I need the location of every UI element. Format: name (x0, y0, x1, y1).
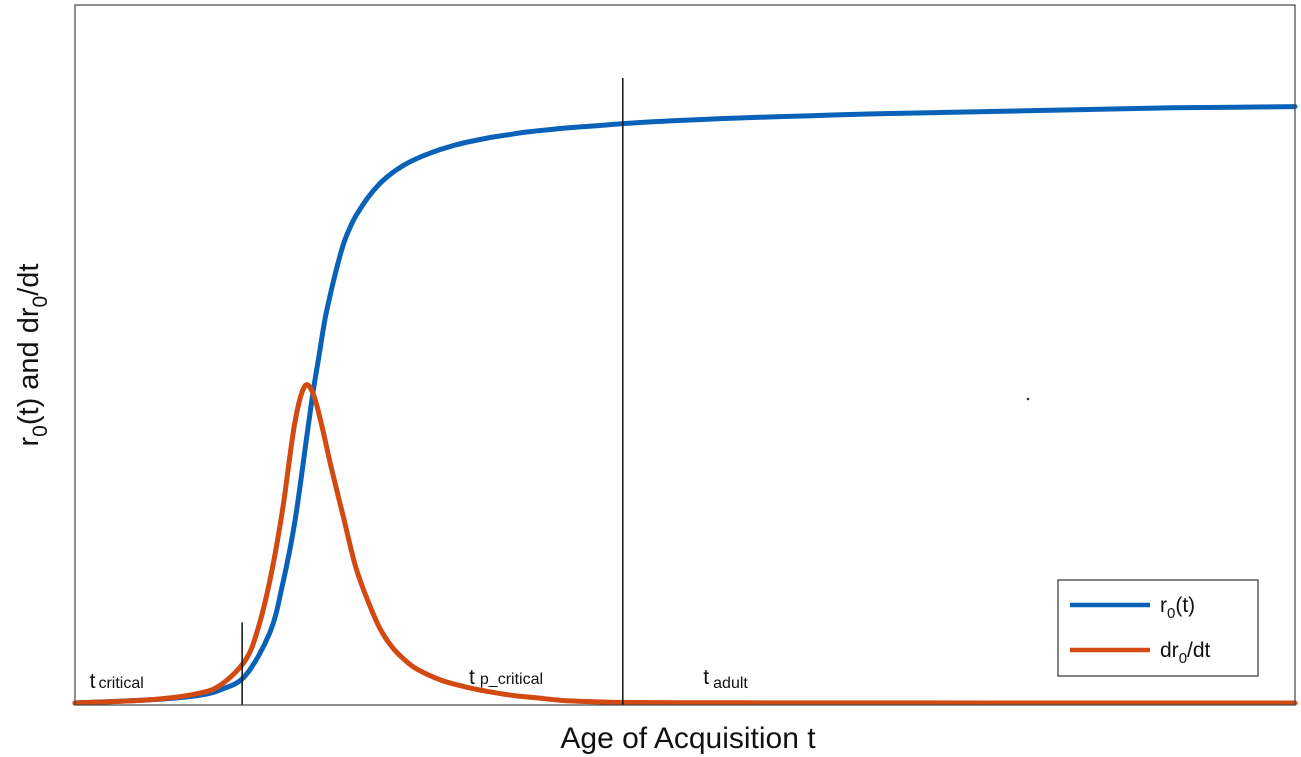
x-axis-label: Age of Acquisition t (560, 722, 816, 755)
y-axis-label: r0(t) and dr0/dt (13, 264, 52, 447)
t-critical-label: t critical (90, 670, 144, 693)
legend: r0(t) dr0/dt (1057, 579, 1259, 677)
series-lines (72, 104, 1298, 706)
marker-lines (241, 78, 624, 705)
series-line-dr0 (72, 382, 1298, 706)
legend-label-dr0: dr0/dt (1160, 639, 1211, 667)
t-adult-label: t adult (703, 666, 748, 692)
legend-label-r0: r0(t) (1160, 594, 1195, 622)
series-line-r0 (72, 104, 1298, 706)
plot-frame (74, 4, 1296, 706)
t-p-critical-label: t p_critical (469, 666, 543, 689)
legend-box (1057, 579, 1259, 677)
stray-dot (1026, 397, 1030, 401)
